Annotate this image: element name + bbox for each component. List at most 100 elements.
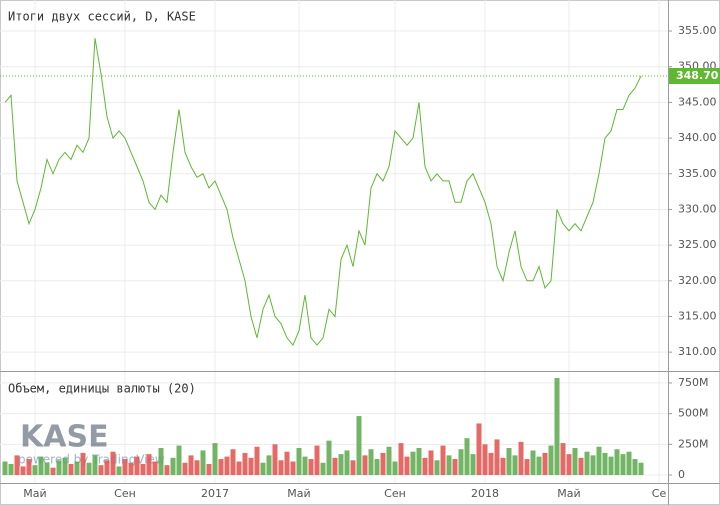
volume-bar: [488, 452, 494, 476]
volume-bar: [146, 454, 152, 476]
volume-bar: [332, 457, 338, 476]
volume-bar: [608, 456, 614, 476]
volume-bar: [380, 452, 386, 476]
volume-bar: [428, 450, 434, 476]
volume-bar: [500, 457, 506, 476]
volume-bar: [236, 461, 242, 476]
volume-bar: [452, 459, 458, 476]
x-tick-label: Май: [23, 487, 46, 500]
y-tick-label: 335.00: [678, 167, 717, 180]
watermark-logo: KASE: [20, 420, 109, 455]
volume-bar: [242, 452, 248, 476]
volume-bar: [230, 449, 236, 476]
volume-bar: [338, 454, 344, 476]
volume-bar: [260, 462, 266, 476]
volume-bar: [320, 462, 326, 476]
x-tick-label: Сен: [384, 487, 406, 500]
volume-bar: [470, 454, 476, 476]
volume-bar: [128, 462, 134, 476]
volume-bar: [308, 459, 314, 476]
volume-bar: [254, 446, 260, 476]
volume-bar: [98, 465, 104, 476]
volume-bar: [116, 466, 122, 476]
volume-bar: [398, 443, 404, 476]
chart-title: Итоги двух сессий, D, KASE: [8, 10, 196, 24]
volume-bar: [68, 463, 74, 476]
volume-bar: [326, 440, 332, 476]
volume-bar: [596, 446, 602, 476]
volume-bar: [110, 451, 116, 476]
volume-bar: [344, 450, 350, 476]
y-tick-label: 330.00: [678, 202, 717, 215]
volume-bar: [206, 463, 212, 476]
volume-bar: [524, 459, 530, 476]
volume-bar: [122, 459, 128, 476]
volume-bar: [440, 445, 446, 476]
volume-bar: [572, 448, 578, 476]
x-tick-label: Май: [557, 487, 580, 500]
volume-bar: [80, 452, 86, 476]
volume-bar: [506, 448, 512, 476]
volume-bar: [542, 452, 548, 476]
volume-bar: [134, 456, 140, 476]
y-tick-label: 310.00: [678, 345, 717, 358]
y-tick-label: 355.00: [678, 24, 717, 37]
volume-bar: [536, 456, 542, 476]
y2-tick-label: 250M: [678, 437, 709, 450]
volume-bar: [560, 443, 566, 476]
volume-bar: [140, 463, 146, 476]
volume-bar: [272, 444, 278, 476]
volume-bar: [410, 451, 416, 476]
volume-bar: [2, 461, 8, 476]
price-label: 348.70: [676, 69, 719, 82]
y2-tick-label: 750M: [678, 376, 709, 389]
volume-bar: [20, 466, 26, 476]
y-tick-label: 315.00: [678, 309, 717, 322]
volume-bar: [26, 459, 32, 476]
volume-bar: [512, 455, 518, 476]
volume-bar: [314, 445, 320, 476]
x-tick-label: 2018: [471, 487, 499, 500]
volume-bar: [224, 456, 230, 476]
y2-tick-label: 0: [678, 468, 685, 481]
volume-bar: [566, 454, 572, 476]
volume-bar: [548, 445, 554, 476]
volume-bar: [218, 459, 224, 476]
volume-bar: [38, 456, 44, 476]
volume-bar: [350, 460, 356, 476]
volume-bar: [476, 423, 482, 476]
volume-bar: [422, 457, 428, 476]
volume-bar: [554, 378, 560, 476]
volume-bar: [392, 461, 398, 476]
volume-bar: [482, 444, 488, 476]
watermark-powered: powered by TradingView: [18, 453, 165, 467]
volume-bar: [32, 465, 38, 476]
volume-bar: [290, 461, 296, 476]
price-label-box: [669, 67, 720, 84]
volume-bar: [494, 439, 500, 476]
volume-bar: [368, 449, 374, 476]
volume-bar: [632, 459, 638, 476]
volume-bar: [416, 448, 422, 476]
volume-bar: [86, 462, 92, 476]
volume-bar: [194, 460, 200, 476]
volume-bar: [248, 457, 254, 476]
volume-bar: [620, 454, 626, 476]
volume-bar: [170, 457, 176, 476]
y-tick-label: 320.00: [678, 274, 717, 287]
volume-bar: [74, 461, 80, 476]
x-tick-label: Май: [287, 487, 310, 500]
volume-bar: [62, 457, 68, 476]
grid: [0, 0, 668, 483]
volume-bar: [8, 463, 14, 476]
volume-bar: [602, 452, 608, 476]
volume-bar: [458, 449, 464, 476]
volume-bar: [104, 460, 110, 476]
volume-bar: [614, 449, 620, 476]
y-tick-label: 345.00: [678, 95, 717, 108]
volume-bar: [386, 446, 392, 476]
x-tick-label: 2017: [201, 487, 229, 500]
volume-title: Объем, единицы валюты (20): [8, 382, 196, 396]
marks: [2, 38, 644, 476]
